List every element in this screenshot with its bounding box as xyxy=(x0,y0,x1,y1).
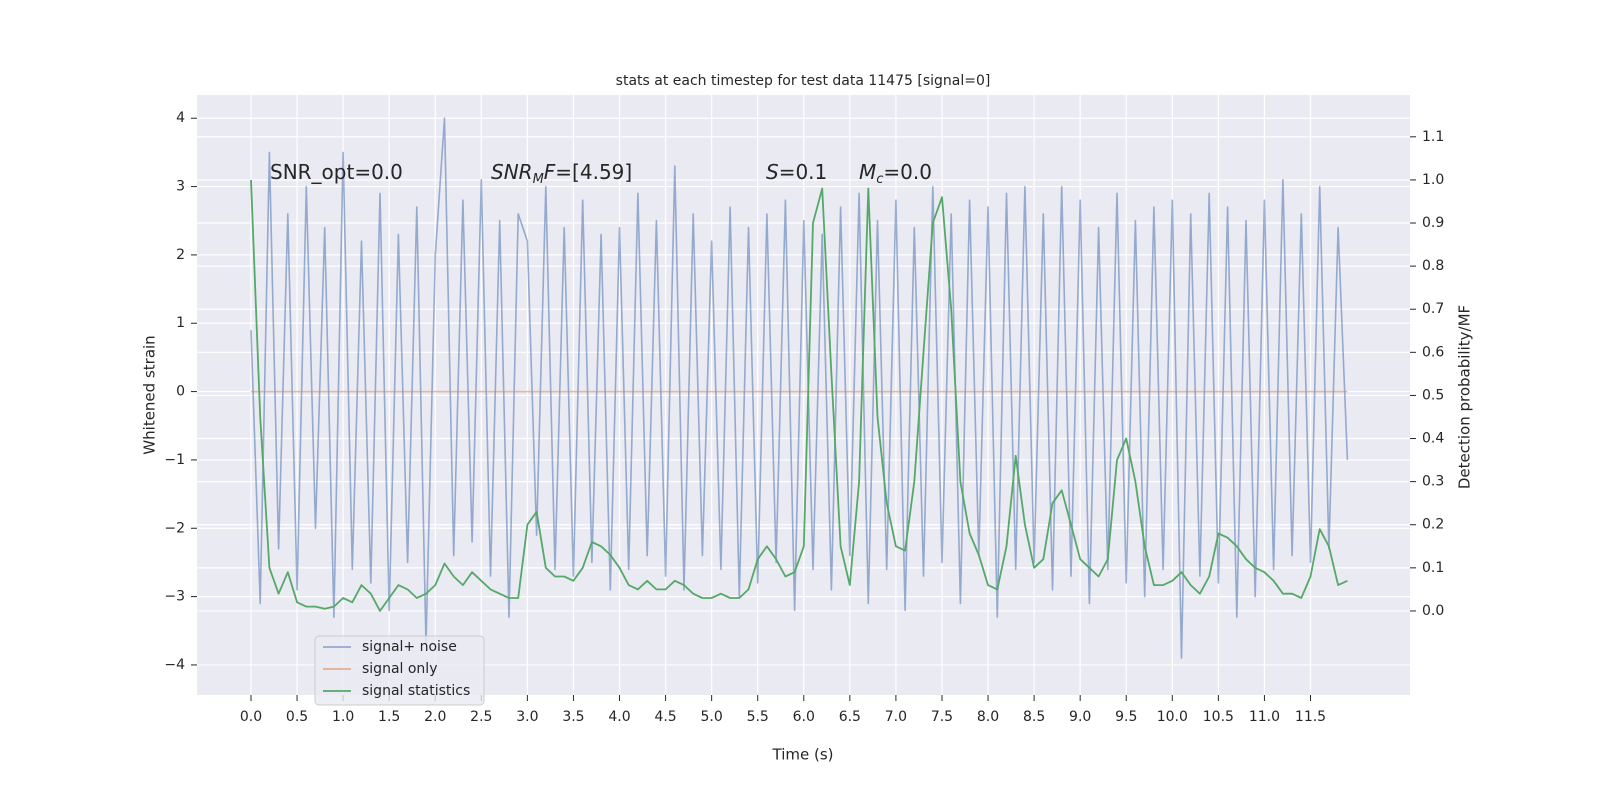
annotation-part: S xyxy=(766,160,779,184)
annotation-part: =0.1 xyxy=(779,160,828,184)
y2-axis-label: Detection probability/MF xyxy=(1456,305,1474,489)
y-tick-label: −2 xyxy=(164,520,185,536)
y-tick-label: −3 xyxy=(164,589,185,605)
x-tick-label: 2.0 xyxy=(424,709,446,725)
x-tick-label: 11.5 xyxy=(1295,709,1326,725)
annotation: SNR_opt=0.0 xyxy=(270,160,403,184)
y2-tick-label: 0.2 xyxy=(1422,517,1444,533)
y-tick-label: 0 xyxy=(176,384,185,400)
series-line xyxy=(250,117,1349,659)
legend-label: signal+ noise xyxy=(362,639,457,655)
annotation-part: M xyxy=(859,160,876,184)
y2-tick-label: 1.1 xyxy=(1422,129,1444,145)
legend-label: signal only xyxy=(362,661,437,677)
y-tick-label: 2 xyxy=(176,247,185,263)
x-tick-label: 5.5 xyxy=(747,709,769,725)
x-tick-label: 1.0 xyxy=(332,709,354,725)
y2-tick-label: 0.3 xyxy=(1422,474,1444,490)
annotation: SNRMF=[4.59] xyxy=(491,160,632,187)
y-tick-label: −1 xyxy=(164,452,185,468)
y2-tick-label: 0.9 xyxy=(1422,215,1444,231)
y-axis-label: Whitened strain xyxy=(141,335,159,454)
x-tick-label: 8.5 xyxy=(1023,709,1045,725)
annotation-part: SNR xyxy=(491,160,533,184)
x-tick-label: 3.5 xyxy=(562,709,584,725)
y2-tick-label: 0.0 xyxy=(1422,603,1444,619)
series-line xyxy=(250,179,1348,612)
y-tick-label: −4 xyxy=(164,657,185,673)
legend-box xyxy=(314,635,485,706)
x-tick-label: 7.0 xyxy=(885,709,907,725)
annotation: S=0.1 xyxy=(766,160,827,184)
x-tick-label: 11.0 xyxy=(1249,709,1280,725)
x-tick-label: 1.5 xyxy=(378,709,400,725)
x-tick-label: 10.5 xyxy=(1203,709,1234,725)
annotation-part: M xyxy=(533,172,544,187)
y-tick-label: 3 xyxy=(176,179,185,195)
y2-tick-label: 0.6 xyxy=(1422,344,1444,360)
x-tick-label: 9.5 xyxy=(1115,709,1137,725)
x-tick-label: 10.0 xyxy=(1157,709,1188,725)
annotation-part: F xyxy=(544,160,556,184)
y2-tick-label: 0.5 xyxy=(1422,387,1444,403)
x-tick-label: 5.0 xyxy=(701,709,723,725)
x-tick-label: 9.0 xyxy=(1069,709,1091,725)
annotation-part: =[4.59] xyxy=(555,160,632,184)
x-tick-label: 6.0 xyxy=(793,709,815,725)
x-tick-label: 6.5 xyxy=(839,709,861,725)
y2-tick-label: 0.7 xyxy=(1422,301,1444,317)
x-tick-label: 4.0 xyxy=(608,709,630,725)
y2-tick-label: 0.8 xyxy=(1422,258,1444,274)
y2-tick-label: 1.0 xyxy=(1422,172,1444,188)
x-tick-label: 7.5 xyxy=(931,709,953,725)
x-tick-label: 2.5 xyxy=(470,709,492,725)
x-tick-label: 0.0 xyxy=(240,709,262,725)
chart-title: stats at each timestep for test data 114… xyxy=(616,73,991,89)
legend-label: signal statistics xyxy=(362,683,470,699)
annotation-part: c xyxy=(876,172,883,187)
x-tick-label: 4.5 xyxy=(654,709,676,725)
annotation-part: =0.0 xyxy=(883,160,932,184)
annotation-part: SNR_opt=0.0 xyxy=(270,160,403,184)
x-tick-label: 3.0 xyxy=(516,709,538,725)
annotation: Mc=0.0 xyxy=(859,160,932,187)
y2-tick-label: 0.1 xyxy=(1422,560,1444,576)
y2-tick-label: 0.4 xyxy=(1422,431,1444,447)
x-tick-label: 8.0 xyxy=(977,709,999,725)
x-axis-label: Time (s) xyxy=(772,746,834,764)
x-tick-label: 0.5 xyxy=(286,709,308,725)
y-tick-label: 1 xyxy=(176,315,185,331)
y-tick-label: 4 xyxy=(176,110,185,126)
